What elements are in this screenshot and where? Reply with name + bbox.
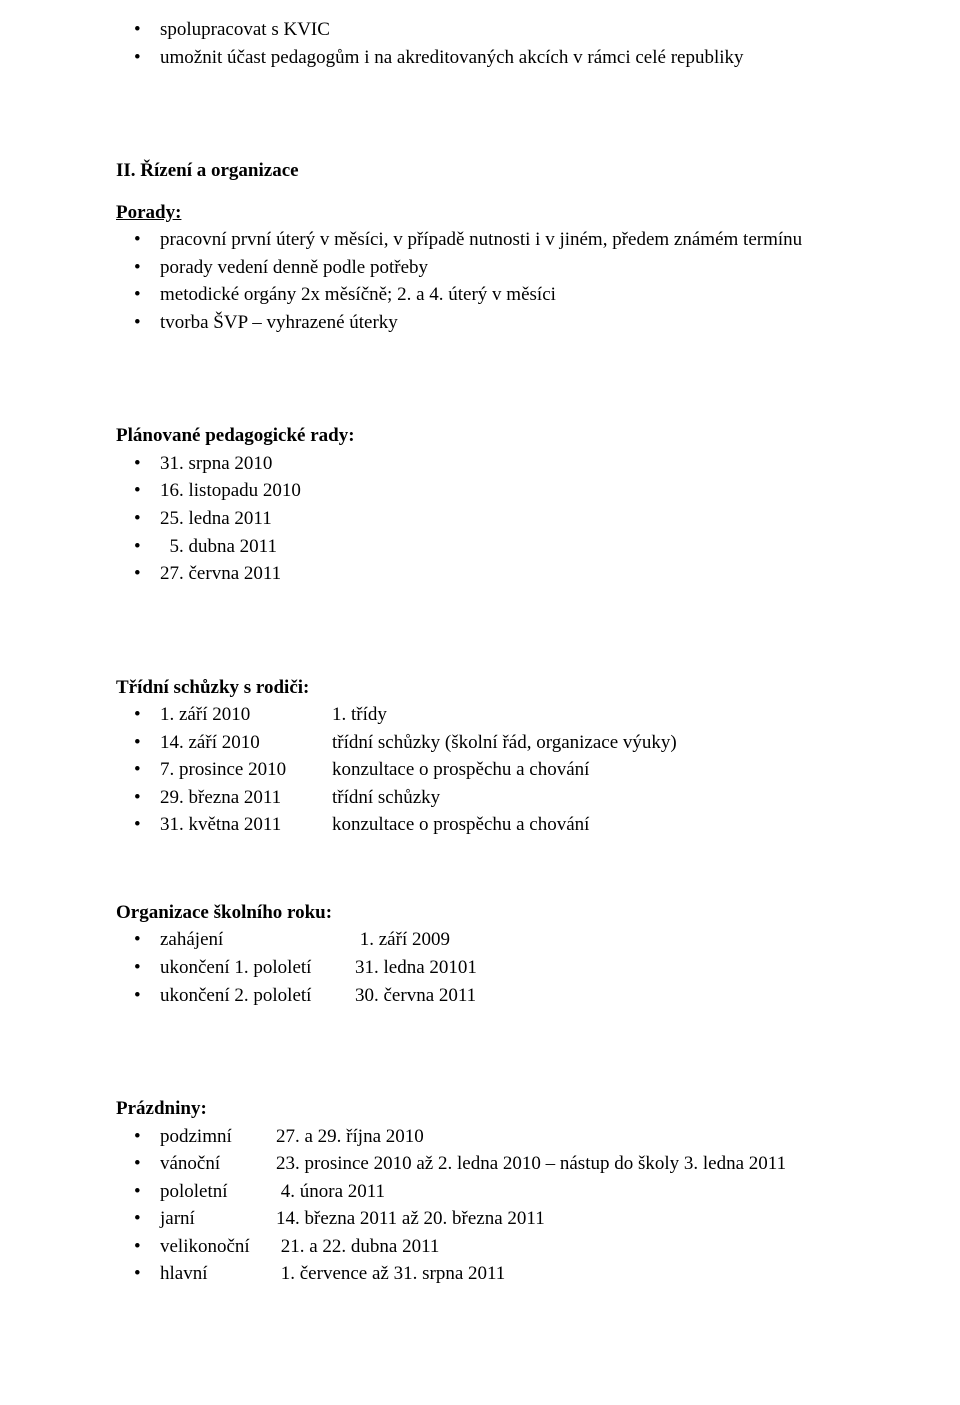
org-date: ukončení 2. pololetí [160, 982, 355, 1010]
schuzky-desc: konzultace o prospěchu a chování [332, 756, 589, 784]
list-item: 16. listopadu 2010 [116, 477, 868, 505]
prazdniny-date: velikonoční [160, 1233, 276, 1261]
prazdniny-date: podzimní [160, 1123, 276, 1151]
prazdniny-date: jarní [160, 1205, 276, 1233]
list-item-text: 27. června 2011 [160, 563, 281, 584]
schuzky-desc: třídní schůzky (školní řád, organizace v… [332, 729, 677, 757]
list-item: 14. září 2010 třídní schůzky (školní řád… [116, 729, 868, 757]
schuzky-date: 29. března 2011 [160, 784, 332, 812]
prazdniny-desc: 1. července až 31. srpna 2011 [276, 1260, 505, 1288]
list-item-text: tvorba ŠVP – vyhrazené úterky [160, 312, 398, 333]
org-list: zahájení 1. září 2009 ukončení 1. polole… [116, 926, 868, 1009]
prazdniny-desc: 23. prosince 2010 až 2. ledna 2010 – nás… [276, 1150, 786, 1178]
list-item-text: umožnit účast pedagogům i na akreditovan… [160, 47, 744, 68]
list-item-text: metodické orgány 2x měsíčně; 2. a 4. úte… [160, 284, 556, 305]
prazdniny-heading: Prázdniny: [116, 1095, 868, 1123]
list-item: velikonoční 21. a 22. dubna 2011 [116, 1233, 868, 1261]
top-bullet-list: spolupracovat s KVIC umožnit účast pedag… [116, 16, 868, 71]
prazdniny-desc: 14. března 2011 až 20. března 2011 [276, 1205, 545, 1233]
prazdniny-desc: 4. února 2011 [276, 1178, 385, 1206]
schuzky-desc: třídní schůzky [332, 784, 440, 812]
list-item: 31. srpna 2010 [116, 450, 868, 478]
list-item-text: 16. listopadu 2010 [160, 480, 301, 501]
list-item: ukončení 2. pololetí 30. června 2011 [116, 982, 868, 1010]
list-item: pracovní první úterý v měsíci, v případě… [116, 226, 868, 254]
schuzky-date: 7. prosince 2010 [160, 756, 332, 784]
list-item-text: 31. srpna 2010 [160, 453, 272, 474]
org-desc: 30. června 2011 [355, 982, 476, 1010]
schuzky-heading: Třídní schůzky s rodiči: [116, 674, 868, 702]
org-date: zahájení [160, 926, 355, 954]
list-item: hlavní 1. července až 31. srpna 2011 [116, 1260, 868, 1288]
schuzky-list: 1. září 2010 1. třídy 14. září 2010 tříd… [116, 701, 868, 839]
prazdniny-desc: 21. a 22. dubna 2011 [276, 1233, 439, 1261]
list-item: tvorba ŠVP – vyhrazené úterky [116, 309, 868, 337]
list-item-text: porady vedení denně podle potřeby [160, 257, 428, 278]
list-item-text: 25. ledna 2011 [160, 508, 272, 529]
schuzky-date: 14. září 2010 [160, 729, 332, 757]
org-date: ukončení 1. pololetí [160, 954, 355, 982]
schuzky-date: 31. května 2011 [160, 811, 332, 839]
porady-list: pracovní první úterý v měsíci, v případě… [116, 226, 868, 336]
list-item: 29. března 2011 třídní schůzky [116, 784, 868, 812]
prazdniny-desc: 27. a 29. října 2010 [276, 1123, 424, 1151]
prazdniny-date: vánoční [160, 1150, 276, 1178]
org-heading: Organizace školního roku: [116, 899, 868, 927]
list-item: ukončení 1. pololetí 31. ledna 20101 [116, 954, 868, 982]
list-item-text: 5. dubna 2011 [160, 536, 277, 557]
list-item-text: spolupracovat s KVIC [160, 19, 330, 40]
schuzky-desc: konzultace o prospěchu a chování [332, 811, 589, 839]
list-item: umožnit účast pedagogům i na akreditovan… [116, 44, 868, 72]
list-item: pololetní 4. února 2011 [116, 1178, 868, 1206]
section-heading: II. Řízení a organizace [116, 157, 868, 185]
list-item: 1. září 2010 1. třídy [116, 701, 868, 729]
org-desc: 31. ledna 20101 [355, 954, 477, 982]
list-item-text: pracovní první úterý v měsíci, v případě… [160, 229, 802, 250]
prazdniny-list: podzimní 27. a 29. října 2010 vánoční 23… [116, 1123, 868, 1288]
list-item: metodické orgány 2x měsíčně; 2. a 4. úte… [116, 281, 868, 309]
list-item: 25. ledna 2011 [116, 505, 868, 533]
list-item: spolupracovat s KVIC [116, 16, 868, 44]
org-desc: 1. září 2009 [355, 926, 450, 954]
list-item: 31. května 2011 konzultace o prospěchu a… [116, 811, 868, 839]
list-item: podzimní 27. a 29. října 2010 [116, 1123, 868, 1151]
schuzky-desc: 1. třídy [332, 701, 387, 729]
list-item: jarní 14. března 2011 až 20. března 2011 [116, 1205, 868, 1233]
porady-heading: Porady: [116, 199, 868, 227]
list-item: 27. června 2011 [116, 560, 868, 588]
list-item: 5. dubna 2011 [116, 533, 868, 561]
list-item: 7. prosince 2010 konzultace o prospěchu … [116, 756, 868, 784]
prazdniny-date: hlavní [160, 1260, 276, 1288]
rady-list: 31. srpna 2010 16. listopadu 2010 25. le… [116, 450, 868, 588]
rady-heading: Plánované pedagogické rady: [116, 422, 868, 450]
schuzky-date: 1. září 2010 [160, 701, 332, 729]
list-item: zahájení 1. září 2009 [116, 926, 868, 954]
prazdniny-date: pololetní [160, 1178, 276, 1206]
list-item: vánoční 23. prosince 2010 až 2. ledna 20… [116, 1150, 868, 1178]
list-item: porady vedení denně podle potřeby [116, 254, 868, 282]
